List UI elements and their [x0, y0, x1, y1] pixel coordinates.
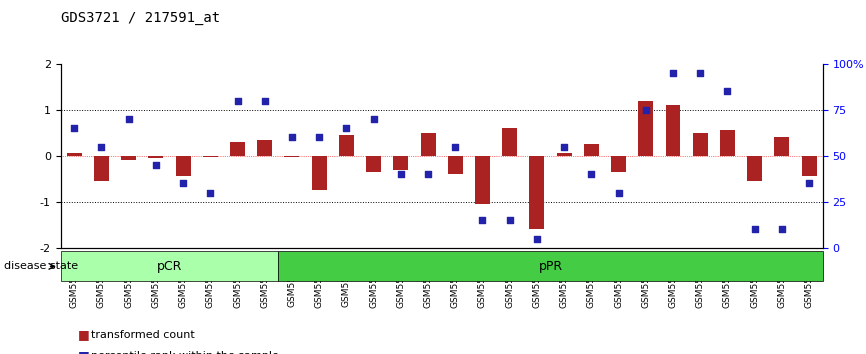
Bar: [94, 156, 109, 181]
Bar: [448, 156, 462, 174]
Bar: [366, 156, 381, 172]
Text: percentile rank within the sample: percentile rank within the sample: [91, 351, 279, 354]
Point: [285, 135, 299, 140]
Text: ■: ■: [78, 349, 94, 354]
Bar: [284, 156, 300, 157]
Text: disease state: disease state: [4, 261, 82, 272]
Point: [530, 236, 544, 241]
Point: [666, 70, 680, 76]
Point: [68, 125, 81, 131]
Point: [339, 125, 353, 131]
Text: transformed count: transformed count: [91, 330, 195, 339]
Point: [585, 171, 598, 177]
Point: [449, 144, 462, 149]
Point: [775, 227, 789, 232]
Bar: [67, 154, 81, 156]
Point: [694, 70, 708, 76]
Point: [802, 181, 816, 186]
Point: [421, 171, 435, 177]
Point: [176, 181, 190, 186]
Bar: [638, 101, 653, 156]
Point: [721, 88, 734, 94]
Bar: [203, 156, 217, 157]
Bar: [339, 135, 354, 156]
Point: [503, 217, 517, 223]
Bar: [421, 133, 436, 156]
Point: [611, 190, 625, 195]
Point: [122, 116, 136, 122]
Point: [230, 98, 244, 103]
FancyBboxPatch shape: [278, 251, 823, 281]
FancyBboxPatch shape: [61, 251, 278, 281]
Bar: [148, 156, 164, 158]
Bar: [475, 156, 490, 204]
Bar: [584, 144, 598, 156]
Point: [639, 107, 653, 113]
Bar: [121, 156, 136, 160]
Text: GDS3721 / 217591_at: GDS3721 / 217591_at: [61, 11, 220, 25]
Bar: [611, 156, 626, 172]
Point: [258, 98, 272, 103]
Text: pCR: pCR: [157, 260, 182, 273]
Bar: [312, 156, 326, 190]
Point: [475, 217, 489, 223]
Bar: [393, 156, 408, 170]
Bar: [502, 128, 517, 156]
Point: [313, 135, 326, 140]
Text: ■: ■: [78, 328, 94, 341]
Point: [204, 190, 217, 195]
Bar: [176, 156, 191, 176]
Point: [149, 162, 163, 168]
Bar: [774, 137, 789, 156]
Bar: [747, 156, 762, 181]
Bar: [802, 156, 817, 176]
Point: [747, 227, 761, 232]
Bar: [257, 139, 272, 156]
Bar: [693, 133, 708, 156]
Bar: [557, 154, 572, 156]
Bar: [230, 142, 245, 156]
Point: [394, 171, 408, 177]
Point: [94, 144, 108, 149]
Point: [557, 144, 571, 149]
Bar: [665, 105, 681, 156]
Point: [366, 116, 380, 122]
Bar: [529, 156, 545, 229]
Bar: [720, 130, 735, 156]
Text: pPR: pPR: [539, 260, 563, 273]
